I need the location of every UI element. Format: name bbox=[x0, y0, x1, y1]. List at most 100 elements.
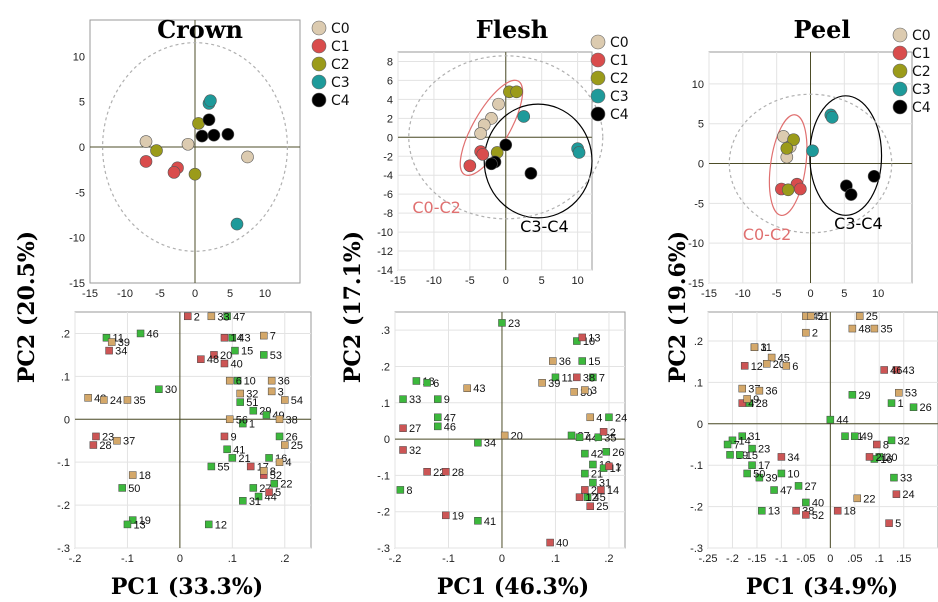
y-tick-label: .2 bbox=[61, 328, 70, 340]
y-tick-label: 10 bbox=[73, 51, 85, 63]
variable-label: 12 bbox=[751, 361, 763, 373]
legend-marker bbox=[893, 100, 907, 114]
sample-point-C0 bbox=[140, 136, 152, 148]
variable-point bbox=[727, 451, 734, 458]
y-tick-label: .3 bbox=[381, 325, 390, 337]
y-tick-label: -4 bbox=[383, 170, 393, 182]
legend-marker bbox=[893, 46, 907, 60]
variable-point bbox=[184, 313, 191, 320]
variable-label: 34 bbox=[484, 438, 496, 450]
sample-point-C4 bbox=[525, 167, 537, 179]
variable-point bbox=[442, 468, 449, 475]
variable-label: 32 bbox=[409, 445, 421, 457]
variable-label: 28 bbox=[452, 467, 464, 479]
variable-point bbox=[549, 358, 556, 365]
y-tick-label: 0 bbox=[79, 142, 85, 154]
variable-label: 11 bbox=[561, 372, 572, 384]
x-tick-label: 0 bbox=[503, 275, 509, 287]
variable-label: 51 bbox=[817, 311, 829, 323]
variable-label: 41 bbox=[484, 516, 496, 528]
legend-marker bbox=[312, 93, 326, 107]
x-tick-label: -.15 bbox=[747, 553, 766, 565]
variable-point bbox=[749, 462, 756, 469]
variable-label: 48 bbox=[207, 354, 219, 366]
legend-marker bbox=[312, 21, 326, 35]
x-tick-label: .1 bbox=[551, 553, 560, 565]
variable-point bbox=[250, 407, 257, 414]
variable-point bbox=[763, 360, 770, 367]
variable-point bbox=[226, 377, 233, 384]
y-tick-label: 2 bbox=[387, 113, 393, 125]
flesh-x-axis-title: PC1 (46.3%) bbox=[437, 574, 589, 600]
variable-point bbox=[871, 325, 878, 332]
variable-point bbox=[237, 390, 244, 397]
variable-point bbox=[276, 416, 283, 423]
legend-label: C2 bbox=[610, 71, 629, 87]
variable-label: 9 bbox=[444, 394, 450, 406]
panel-1: -15 -10 -5 0 5 10-14-12-10-8-6-4-202468C0-C2C… bbox=[377, 35, 629, 287]
variable-point bbox=[413, 377, 420, 384]
variable-label: 33 bbox=[409, 394, 421, 406]
crown-y-axis-title: PC2 (20.5%) bbox=[14, 231, 40, 383]
panel-2: -15 -10 -5 0 5 10 -15 -10 -5 0 5 10 C0-C2 C3-C4 C0 C1 C2… bbox=[688, 28, 931, 300]
variable-label: 40 bbox=[230, 358, 242, 370]
variable-label: 56 bbox=[236, 414, 248, 426]
variable-point bbox=[276, 433, 283, 440]
legend-label: C4 bbox=[331, 93, 350, 109]
y-tick-label: -5 bbox=[694, 198, 704, 210]
variable-point bbox=[807, 313, 814, 320]
sample-point-C2 bbox=[151, 145, 163, 157]
variable-point bbox=[221, 360, 228, 367]
variable-point bbox=[576, 494, 583, 501]
variable-label: 24 bbox=[615, 412, 627, 424]
variable-point bbox=[113, 437, 120, 444]
variable-label: 6 bbox=[433, 378, 439, 390]
variable-point bbox=[547, 539, 554, 546]
variable-point bbox=[281, 442, 288, 449]
variable-label: 26 bbox=[612, 447, 624, 459]
variable-point bbox=[434, 396, 441, 403]
variable-point bbox=[239, 497, 246, 504]
variable-label: 37 bbox=[123, 436, 135, 448]
variable-point bbox=[605, 414, 612, 421]
variable-point bbox=[866, 453, 873, 460]
x-tick-label: .2 bbox=[604, 553, 613, 565]
x-tick-label: -.2 bbox=[389, 553, 402, 565]
variable-point bbox=[92, 433, 99, 440]
y-tick-label: .1 bbox=[61, 371, 70, 383]
x-tick-label: -10 bbox=[117, 288, 133, 300]
sample-point-C4 bbox=[500, 139, 512, 151]
variable-point bbox=[397, 486, 404, 493]
variable-label: 23 bbox=[508, 318, 520, 330]
variable-label: 22 bbox=[280, 479, 292, 491]
sample-point-C3 bbox=[518, 110, 530, 122]
y-tick-label: -.1 bbox=[377, 470, 390, 482]
legend-label: C0 bbox=[912, 28, 931, 44]
x-tick-label: -.1 bbox=[775, 553, 788, 565]
variable-label: 22 bbox=[863, 493, 875, 505]
x-tick-label: -.2 bbox=[726, 553, 739, 565]
variable-label: 5 bbox=[275, 487, 281, 499]
variable-point bbox=[108, 339, 115, 346]
variable-label: 46 bbox=[444, 421, 456, 433]
variable-label: 9 bbox=[230, 431, 236, 443]
plot-panels: -15 -10 -5 0 5 10-15-10-50510C0C1C2C3C4-15 -10… bbox=[57, 20, 938, 565]
legend-marker bbox=[591, 107, 605, 121]
variable-label: 25 bbox=[866, 311, 878, 323]
flesh-title: Flesh bbox=[476, 15, 548, 44]
variable-label: 10 bbox=[787, 468, 799, 480]
y-tick-label: 5 bbox=[79, 97, 85, 109]
variable-point bbox=[778, 470, 785, 477]
variable-label: 21 bbox=[875, 452, 887, 464]
legend-marker bbox=[591, 71, 605, 85]
variable-point bbox=[106, 347, 113, 354]
x-tick-label: 5 bbox=[539, 275, 545, 287]
variable-point bbox=[854, 495, 861, 502]
variable-label: 52 bbox=[812, 510, 824, 522]
variable-point bbox=[501, 432, 508, 439]
variable-label: 36 bbox=[559, 356, 571, 368]
variable-point bbox=[85, 394, 92, 401]
variable-point bbox=[600, 428, 607, 435]
variable-label: 47 bbox=[233, 311, 245, 323]
legend-label: C3 bbox=[912, 82, 931, 98]
